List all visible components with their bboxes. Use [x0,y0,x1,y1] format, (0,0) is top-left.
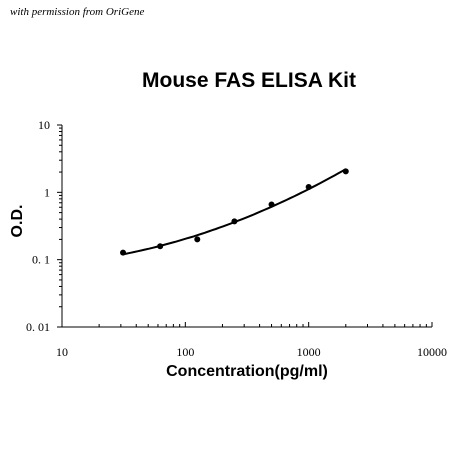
data-point [157,243,164,250]
data-point [194,236,201,243]
data-point [268,201,275,208]
fit-curve [122,168,347,256]
data-points [120,168,349,256]
x-tick-label: 1000 [297,345,321,359]
data-point [231,218,238,225]
y-tick-label: 1 [44,185,50,199]
data-point [342,168,349,175]
data-point [120,249,127,256]
watermark-text: with permission from OriGene [10,6,145,18]
axes [57,124,433,328]
chart-title: Mouse FAS ELISA Kit [142,69,356,92]
x-tick-label: 100 [176,345,194,359]
x-tick-labels: 10 100 1000 10000 [56,345,447,359]
y-tick-label: 0. 1 [32,253,50,267]
y-tick-labels: 0. 01 0. 1 1 10 [26,118,50,334]
y-axis-label: O.D. [9,205,26,238]
y-tick-label: 0. 01 [26,320,50,334]
data-point [305,184,312,191]
x-tick-label: 10000 [417,345,447,359]
y-tick-label: 10 [38,118,50,132]
x-tick-label: 10 [56,345,68,359]
x-axis-label: Concentration(pg/ml) [166,363,328,380]
